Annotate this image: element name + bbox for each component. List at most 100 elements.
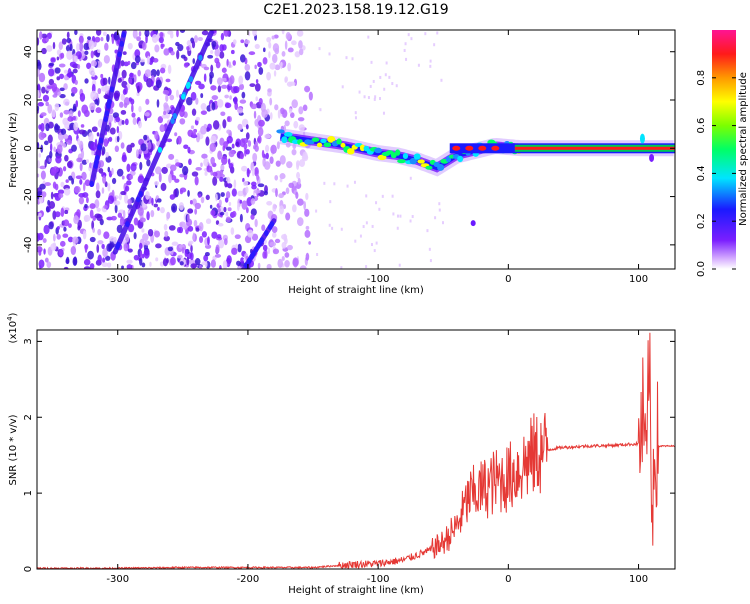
noise-speck — [59, 94, 66, 99]
noise-speck — [47, 68, 55, 77]
trace-blob — [138, 190, 143, 197]
noise-speck — [125, 185, 130, 192]
band-blob — [336, 138, 342, 145]
noise-speck — [167, 64, 172, 74]
noise-speck — [38, 72, 46, 83]
noise-speck — [169, 164, 177, 172]
noise-speck — [111, 34, 115, 45]
colorbar-tick-label: 0.6 — [696, 118, 707, 134]
trace-blob — [121, 31, 126, 38]
noise-speck — [53, 146, 56, 152]
noise-speck — [122, 209, 126, 219]
noise-speck — [274, 174, 279, 181]
noise-speck — [63, 69, 69, 74]
noise-speck — [55, 155, 62, 164]
noise-speck — [303, 200, 307, 211]
noise-speck — [166, 138, 173, 143]
noise-speck — [108, 76, 111, 85]
noise-speck — [133, 217, 139, 226]
noise-speck — [272, 248, 280, 255]
noise-speck — [308, 241, 311, 245]
noise-speck — [45, 37, 49, 42]
noise-speck — [223, 30, 230, 37]
noise-speck — [181, 246, 185, 254]
noise-speck — [129, 174, 134, 180]
trace-blob — [117, 51, 122, 58]
noise-speck — [83, 42, 90, 51]
spectrogram-xlabel: Height of straight line (km) — [288, 285, 424, 296]
noise-speck — [121, 154, 127, 163]
noise-speck — [191, 40, 196, 49]
noise-speck — [141, 262, 146, 268]
noise-speck — [194, 258, 201, 266]
noise-speck — [80, 124, 85, 128]
noise-speck — [120, 142, 125, 149]
noise-speck — [117, 77, 122, 83]
noise-speck — [271, 35, 275, 40]
noise-speck — [210, 85, 217, 91]
faint-speck — [403, 48, 406, 52]
faint-speck — [426, 229, 429, 233]
noise-speck — [105, 151, 109, 158]
noise-speck — [284, 120, 290, 127]
noise-speck — [58, 41, 63, 50]
noise-speck — [75, 175, 83, 180]
noise-speck — [149, 261, 152, 267]
noise-speck — [95, 30, 102, 36]
noise-speck — [100, 36, 104, 42]
noise-speck — [63, 98, 70, 106]
noise-speck — [226, 135, 233, 144]
noise-speck — [46, 261, 52, 268]
noise-speck — [54, 102, 60, 112]
colorbar: 0.0 0.2 0.4 0.6 0.8 Normalized spectral ampl… — [696, 30, 749, 277]
x-tick-label: -200 — [237, 574, 260, 585]
y-tick-label: 2 — [23, 414, 34, 420]
noise-speck — [63, 266, 69, 269]
noise-speck — [56, 144, 63, 154]
band-blob — [457, 155, 464, 163]
noise-speck — [54, 124, 61, 131]
faint-speck — [373, 97, 376, 101]
noise-speck — [94, 36, 101, 43]
noise-speck — [284, 259, 290, 268]
noise-speck — [255, 96, 258, 102]
noise-speck — [84, 243, 89, 250]
noise-speck — [90, 60, 97, 67]
noise-speck — [247, 229, 254, 238]
noise-speck — [293, 120, 299, 129]
noise-speck — [131, 104, 134, 113]
noise-speck — [105, 255, 111, 261]
noise-speck — [103, 205, 108, 209]
noise-speck — [205, 194, 210, 201]
noise-speck — [219, 44, 225, 52]
noise-speck — [120, 60, 125, 67]
noise-speck — [272, 203, 277, 212]
faint-speck — [315, 209, 318, 213]
noise-speck — [170, 256, 176, 266]
noise-speck — [291, 148, 297, 156]
noise-speck — [139, 161, 143, 171]
noise-speck — [120, 191, 126, 196]
noise-speck — [176, 135, 182, 145]
noise-speck — [304, 85, 311, 93]
noise-speck — [77, 138, 81, 145]
carrier-hot-spot — [465, 145, 474, 151]
noise-speck — [150, 69, 157, 78]
trace-blob — [170, 118, 175, 125]
faint-speck — [345, 56, 348, 60]
noise-speck — [166, 258, 169, 264]
noise-speck — [250, 103, 258, 110]
carrier-hot-spot — [452, 145, 461, 151]
trace-blob — [198, 54, 203, 61]
noise-speck — [186, 257, 190, 266]
noise-speck — [68, 223, 72, 228]
noise-speck — [152, 58, 159, 63]
noise-speck — [102, 257, 106, 264]
x-tick-label: -100 — [367, 574, 390, 585]
noise-speck — [237, 243, 242, 253]
faint-speck — [365, 265, 368, 269]
noise-speck — [233, 179, 237, 189]
snr-frame — [36, 329, 676, 570]
noise-speck — [145, 191, 150, 200]
noise-speck — [193, 128, 198, 133]
